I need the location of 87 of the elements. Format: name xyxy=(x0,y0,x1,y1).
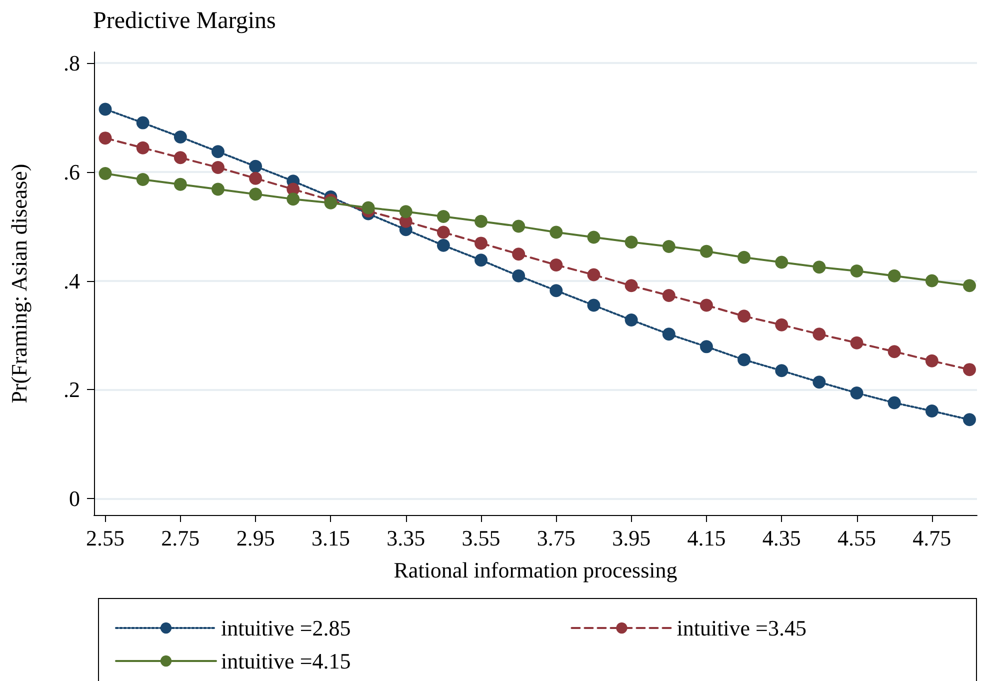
x-tick-label: 2.95 xyxy=(236,526,275,550)
point xyxy=(812,260,826,274)
point xyxy=(399,205,412,218)
point xyxy=(474,254,488,267)
x-tick-label: 3.55 xyxy=(462,526,500,550)
point xyxy=(249,172,262,185)
point xyxy=(662,288,676,302)
point xyxy=(174,178,187,191)
point xyxy=(136,172,150,186)
point xyxy=(512,269,526,282)
point xyxy=(850,386,864,400)
point xyxy=(700,244,713,258)
point xyxy=(587,298,600,312)
point xyxy=(925,354,938,368)
legend-label: intuitive =3.45 xyxy=(676,616,806,640)
x-tick-label: 4.15 xyxy=(687,526,726,550)
point xyxy=(738,353,751,366)
x-tick-label: 4.35 xyxy=(762,526,801,550)
point xyxy=(286,192,300,206)
y-axis-title: Pr(Framing: Asian disease) xyxy=(6,164,32,404)
point xyxy=(174,130,187,144)
point xyxy=(212,160,224,174)
point xyxy=(362,201,375,214)
legend-label: intuitive =4.15 xyxy=(221,648,351,674)
point xyxy=(212,145,224,158)
point xyxy=(775,318,788,332)
x-tick-label: 3.35 xyxy=(386,526,426,550)
point xyxy=(587,230,600,244)
point xyxy=(436,238,450,252)
point xyxy=(738,250,751,264)
x-tick-label: 3.15 xyxy=(311,526,350,550)
point xyxy=(212,182,224,196)
point xyxy=(512,248,526,261)
x-tick-label: 4.75 xyxy=(912,526,952,550)
x-tick-label: 2.55 xyxy=(86,526,125,550)
point xyxy=(98,166,112,180)
point xyxy=(98,102,112,116)
point xyxy=(888,345,901,358)
point xyxy=(136,116,150,130)
point xyxy=(249,160,262,173)
point xyxy=(662,240,676,253)
point xyxy=(624,236,638,249)
point xyxy=(700,340,713,354)
point xyxy=(136,141,150,154)
point xyxy=(174,151,187,164)
point xyxy=(812,376,826,389)
point xyxy=(436,226,450,239)
x-axis-title: Rational information processing xyxy=(394,558,678,582)
chart-title: Predictive Margins xyxy=(93,8,276,34)
x-tick-label: 3.95 xyxy=(612,526,651,550)
legend-label: intuitive =2.85 xyxy=(221,616,351,640)
point xyxy=(550,284,563,298)
point xyxy=(474,214,488,228)
point xyxy=(624,279,638,292)
y-tick-label: .8 xyxy=(64,50,80,76)
point xyxy=(700,298,713,312)
point xyxy=(738,310,751,323)
point xyxy=(850,264,864,278)
point xyxy=(662,328,676,341)
x-tick-label: 2.75 xyxy=(161,526,200,550)
point xyxy=(888,396,901,410)
point xyxy=(775,364,788,378)
point xyxy=(512,220,526,233)
y-tick-label: 0 xyxy=(69,486,80,512)
y-tick-label: .2 xyxy=(64,377,80,402)
point xyxy=(436,210,450,223)
point xyxy=(587,268,600,282)
point xyxy=(550,226,563,239)
point xyxy=(775,256,788,269)
point xyxy=(474,236,488,250)
point xyxy=(324,196,338,210)
point xyxy=(963,413,976,426)
x-tick-label: 3.75 xyxy=(536,526,576,550)
point xyxy=(850,336,864,350)
y-tick-label: .4 xyxy=(64,268,80,294)
point xyxy=(249,188,262,201)
point xyxy=(888,269,901,282)
point xyxy=(550,258,563,272)
point xyxy=(963,279,976,292)
point xyxy=(925,274,938,288)
point xyxy=(963,363,976,376)
point xyxy=(98,132,112,145)
y-tick-label: .6 xyxy=(64,159,80,184)
x-tick-label: 4.55 xyxy=(838,526,876,550)
point xyxy=(812,328,826,341)
point xyxy=(624,314,638,326)
point xyxy=(925,404,938,418)
